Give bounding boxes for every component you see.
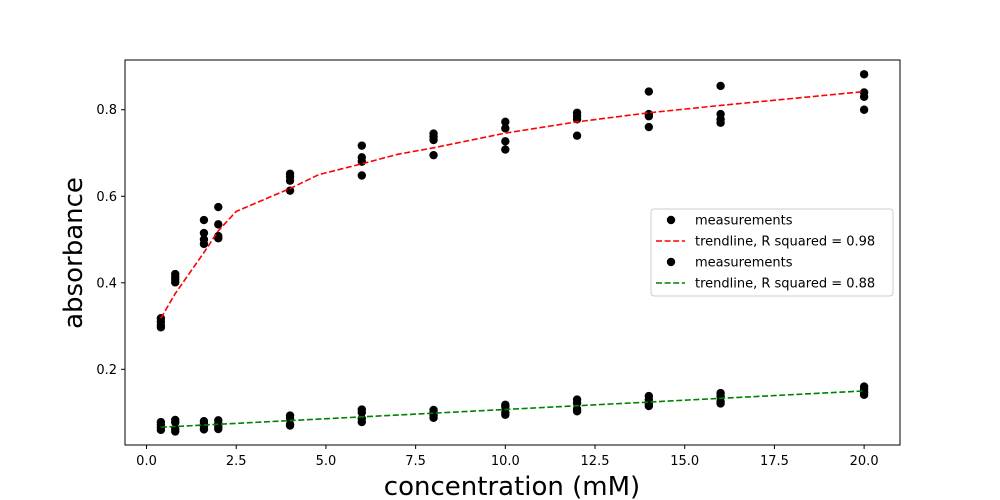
x-tick-label: 0.0 — [136, 454, 157, 469]
y-tick-label: 0.8 — [96, 103, 117, 118]
data-point — [716, 399, 725, 408]
legend-label: measurements — [695, 214, 793, 229]
data-point — [501, 137, 510, 146]
data-point — [572, 131, 582, 140]
y-axis: 0.2 0.4 0.6 0.8 — [96, 103, 125, 378]
data-point — [285, 186, 295, 195]
data-point — [859, 70, 869, 79]
x-tick-label: 17.5 — [760, 454, 789, 469]
data-point — [644, 112, 654, 121]
data-point — [501, 410, 510, 419]
data-point — [716, 81, 725, 91]
data-point — [357, 408, 367, 417]
legend: measurements trendline, R squared = 0.98 m… — [650, 208, 894, 297]
data-point — [199, 228, 209, 238]
data-point — [859, 92, 869, 101]
data-point — [501, 124, 510, 133]
y-tick-label: 0.4 — [96, 276, 117, 291]
series-layer — [156, 70, 869, 436]
x-axis-title: concentration (mM) — [384, 472, 640, 500]
data-point — [199, 215, 209, 225]
data-point — [644, 122, 654, 132]
data-point — [171, 278, 180, 287]
legend-label: measurements — [695, 256, 793, 271]
legend-marker — [666, 215, 676, 225]
data-point — [501, 145, 510, 154]
x-tick-label: 2.5 — [226, 454, 247, 469]
data-point — [716, 118, 725, 127]
x-tick-label: 15.0 — [670, 454, 699, 469]
data-point — [357, 171, 367, 180]
y-tick-label: 0.6 — [96, 190, 117, 205]
x-tick-label: 7.5 — [405, 454, 426, 469]
trendline-1 — [160, 90, 865, 319]
x-tick-label: 12.5 — [581, 454, 610, 469]
data-point — [429, 413, 438, 422]
plot-frame — [124, 59, 901, 446]
data-point — [171, 427, 180, 436]
data-point — [572, 407, 582, 416]
data-point — [859, 105, 869, 114]
y-axis-title: absorbance — [59, 177, 89, 329]
data-point — [859, 390, 869, 400]
data-point — [285, 421, 295, 430]
legend-box — [650, 208, 894, 297]
trendline-3 — [160, 390, 865, 429]
data-point — [214, 202, 223, 212]
data-point — [214, 234, 223, 243]
data-point — [357, 141, 367, 150]
data-point — [285, 176, 295, 185]
data-point — [214, 424, 223, 434]
legend-marker — [666, 257, 676, 267]
data-point — [429, 150, 438, 160]
x-tick-label: 5.0 — [316, 454, 337, 469]
y-tick-label: 0.2 — [96, 363, 117, 378]
data-point — [501, 117, 510, 127]
data-point — [199, 425, 209, 434]
data-point — [171, 418, 180, 427]
legend-label: trendline, R squared = 0.98 — [695, 235, 875, 250]
data-point — [156, 323, 166, 332]
data-point — [644, 401, 654, 411]
x-tick-label: 10.0 — [491, 454, 520, 469]
data-point — [429, 135, 438, 145]
data-point — [357, 417, 367, 427]
x-tick-label: 20.0 — [850, 454, 879, 469]
data-point — [644, 87, 654, 96]
data-point — [214, 220, 223, 229]
legend-label: trendline, R squared = 0.88 — [695, 277, 875, 292]
data-point — [199, 239, 209, 249]
x-axis: 0.0 2.5 5.0 7.5 10.0 12.5 15.0 17.5 20.0 — [136, 445, 879, 469]
